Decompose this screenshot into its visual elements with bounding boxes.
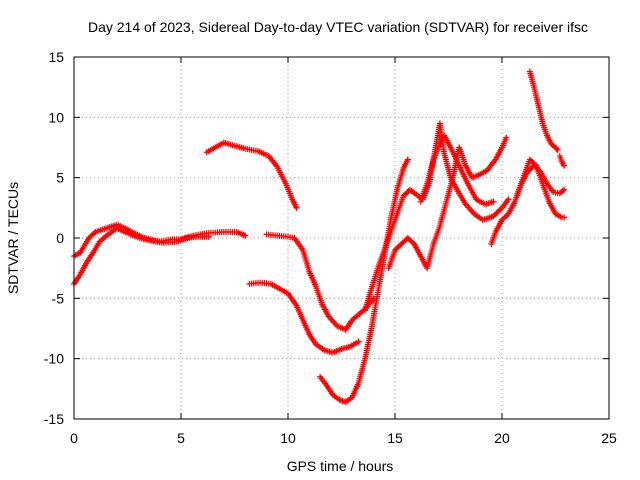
data-point [493,210,500,217]
data-point [494,209,501,216]
chart-title: Day 214 of 2023, Sidereal Day-to-day VTE… [88,19,588,35]
series-arc-morning [203,139,300,211]
series-arc-dip-bottom [317,156,411,406]
series-arc-rise [362,120,512,314]
data-point [242,232,249,239]
data-point [505,196,512,203]
series-arc-late [556,152,568,169]
series-arc-evening-b [513,156,568,221]
data-point [355,338,362,345]
y-axis-label: SDTVAR / TECUs [5,182,21,294]
plot-border [73,56,610,420]
y-tick-label: -15 [44,411,64,427]
series-arc-evening-a [488,162,568,248]
data-point [561,162,568,169]
y-tick-label: -10 [44,351,64,367]
data-point [91,230,98,237]
data-point [293,204,300,211]
data-point [503,134,510,141]
data-point [561,214,568,221]
series-arc-dip-mid [246,279,362,356]
x-tick-label: 5 [177,430,185,446]
data-point [490,198,497,205]
data-point [497,206,504,213]
y-tick-label: 5 [56,170,64,186]
data-points [71,68,568,406]
data-point [496,207,503,214]
x-tick-label: 10 [280,430,296,446]
x-tick-label: 0 [70,430,78,446]
data-point [553,145,560,152]
x-tick-label: 15 [387,430,403,446]
series-arc-afternoon-a [385,134,510,272]
x-tick-label: 20 [494,430,510,446]
y-tick-label: 0 [56,230,64,246]
series-arc-dip-deep [263,231,377,333]
y-tick-label: 15 [48,49,64,65]
data-point [404,156,411,163]
data-point [561,186,568,193]
data-point [205,233,212,240]
x-axis-label: GPS time / hours [287,458,394,474]
y-tick-label: 10 [48,109,64,125]
y-tick-labels: -15 -10 -5 0 5 10 15 [44,49,64,427]
data-point [554,146,561,153]
x-tick-label: 25 [601,430,617,446]
data-point [531,161,538,168]
y-tick-label: -5 [52,290,65,306]
series-arc-peak [526,68,561,153]
x-tick-labels: 0 5 10 15 20 25 [70,430,617,446]
series-arc-afternoon-b [417,132,497,208]
